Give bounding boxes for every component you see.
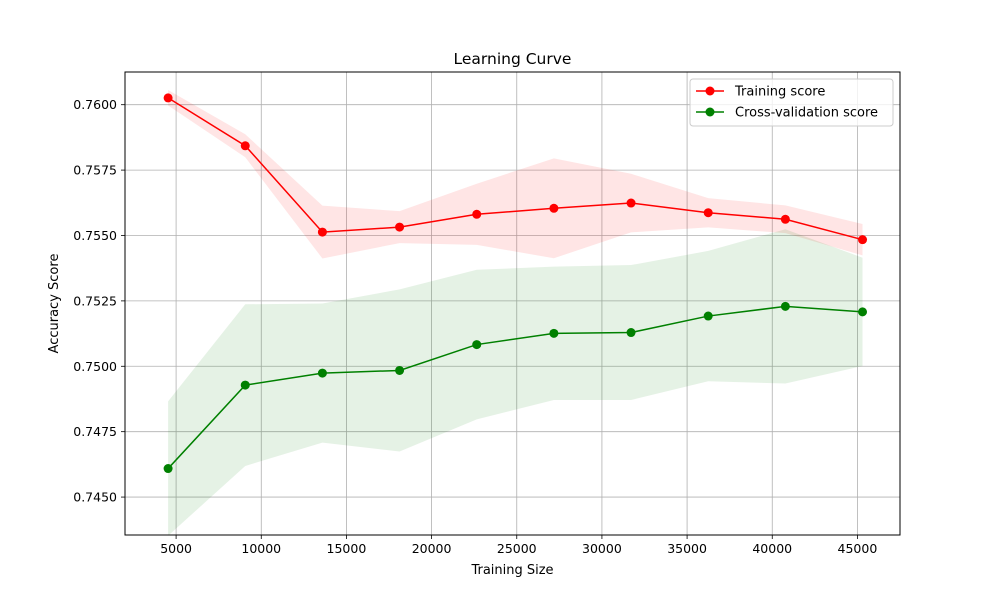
y-tick-label: 0.7575 bbox=[73, 163, 117, 178]
cross-validation-score-legend-marker bbox=[705, 107, 715, 117]
training-score-point bbox=[395, 222, 405, 232]
training-score-point bbox=[780, 214, 790, 224]
training-score-point bbox=[549, 203, 559, 213]
x-tick-label: 30000 bbox=[582, 541, 622, 556]
x-tick-label: 10000 bbox=[241, 541, 281, 556]
training-score-band bbox=[168, 90, 863, 259]
training-score-point bbox=[858, 235, 868, 245]
training-score-point bbox=[626, 198, 636, 208]
training-score-point bbox=[163, 93, 173, 103]
cross-validation-score-point bbox=[163, 464, 173, 474]
x-axis-ticks: 5000 10000 15000 20000 25000 30000 35000 40000 4… bbox=[160, 535, 877, 556]
cross-validation-score-point bbox=[703, 311, 713, 321]
plot-frame bbox=[124, 71, 901, 536]
confidence-bands bbox=[168, 90, 863, 536]
cross-validation-score-point bbox=[240, 380, 250, 390]
grid-lines bbox=[125, 72, 900, 535]
x-tick-label: 40000 bbox=[752, 541, 792, 556]
training-score-legend-label: Training score bbox=[734, 85, 825, 100]
legend: Training score Cross-validation score bbox=[689, 78, 894, 127]
training-score-point bbox=[240, 141, 250, 151]
y-axis-ticks: 0.7450 0.7475 0.7500 0.7525 0.7550 0.7575 0.76… bbox=[73, 97, 125, 505]
cross-validation-score-point bbox=[858, 307, 868, 317]
x-tick-label: 25000 bbox=[497, 541, 537, 556]
x-tick-label: 45000 bbox=[838, 541, 878, 556]
y-axis-label: Accuracy Score bbox=[47, 254, 62, 354]
y-tick-label: 0.7500 bbox=[73, 359, 117, 374]
x-tick-label: 35000 bbox=[667, 541, 707, 556]
training-score-legend-marker bbox=[705, 86, 715, 96]
cross-validation-score-band bbox=[168, 229, 863, 536]
cross-validation-score-point bbox=[472, 340, 482, 350]
training-score-point bbox=[703, 208, 713, 218]
x-tick-label: 15000 bbox=[327, 541, 367, 556]
chart-title: Learning Curve bbox=[454, 50, 572, 68]
cross-validation-score-point bbox=[549, 328, 559, 338]
x-axis-label: Training Size bbox=[470, 563, 553, 578]
cross-validation-score-point bbox=[626, 328, 636, 338]
cross-validation-score-line bbox=[167, 305, 863, 470]
series-lines bbox=[167, 97, 863, 470]
cross-validation-score-point bbox=[395, 365, 405, 375]
training-score-point bbox=[317, 227, 327, 237]
y-tick-label: 0.7550 bbox=[73, 228, 117, 243]
training-score-point bbox=[472, 209, 482, 219]
y-tick-label: 0.7525 bbox=[73, 293, 117, 308]
cross-validation-score-point bbox=[317, 368, 327, 378]
training-score-line bbox=[167, 97, 863, 241]
cross-validation-score-legend-label: Cross-validation score bbox=[735, 106, 878, 121]
x-tick-label: 5000 bbox=[160, 541, 192, 556]
cross-validation-score-point bbox=[780, 301, 790, 311]
y-tick-label: 0.7475 bbox=[73, 424, 117, 439]
x-tick-label: 20000 bbox=[412, 541, 452, 556]
y-tick-label: 0.7600 bbox=[73, 97, 117, 112]
legend-box bbox=[689, 78, 894, 127]
y-tick-label: 0.7450 bbox=[73, 490, 117, 505]
series-points bbox=[163, 93, 868, 474]
